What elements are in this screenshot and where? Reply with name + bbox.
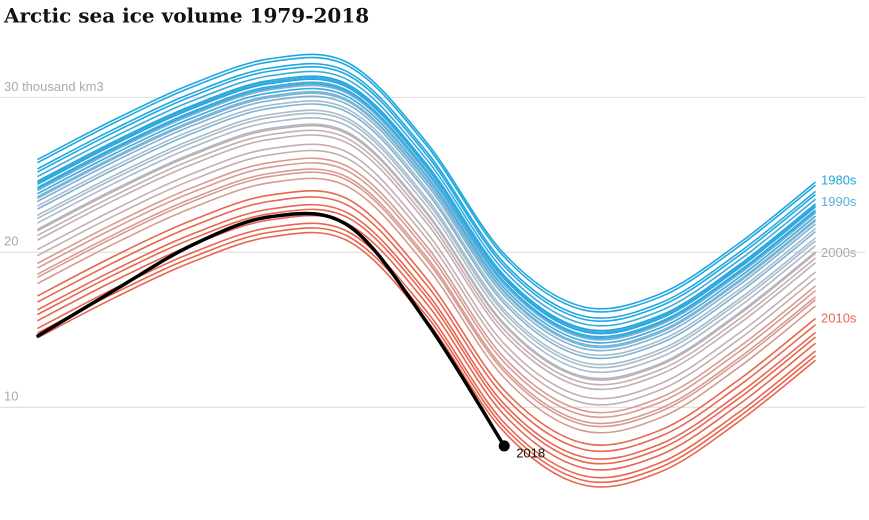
series-line	[37, 124, 816, 381]
y-tick-label: 10	[4, 389, 18, 404]
series-line	[37, 81, 816, 338]
series-line	[37, 162, 816, 419]
series-line	[37, 112, 816, 369]
series-line	[37, 70, 816, 327]
series-line	[37, 231, 816, 488]
series-line	[37, 95, 816, 352]
series-line	[37, 56, 816, 313]
series-line	[37, 100, 816, 357]
series-line	[37, 134, 816, 391]
series-line	[37, 109, 816, 366]
decade-label: 2010s	[821, 310, 857, 325]
y-tick-label: 20	[4, 234, 18, 249]
series-line	[37, 222, 816, 479]
series-line	[37, 103, 816, 360]
series-line	[37, 117, 816, 374]
series-line	[37, 53, 816, 310]
end-point	[498, 440, 510, 452]
series-line	[37, 203, 816, 460]
series-line	[37, 87, 816, 344]
decade-label: 2000s	[821, 245, 857, 260]
series-line	[37, 149, 816, 406]
series-line	[37, 123, 816, 380]
chart-title: Arctic sea ice volume 1979-2018	[3, 4, 369, 28]
series-line	[37, 92, 816, 349]
series-line	[36, 211, 506, 448]
series-line	[37, 84, 816, 341]
decade-label: 1980s	[821, 172, 857, 187]
series-line	[37, 83, 816, 340]
series-line	[37, 177, 816, 434]
series-label: 2018	[516, 445, 545, 460]
decade-label: 1990s	[821, 194, 857, 209]
series-line	[37, 171, 816, 428]
series-line	[37, 143, 816, 400]
series-line	[37, 196, 816, 453]
series-line	[37, 227, 816, 484]
series-line	[37, 168, 816, 425]
series-line	[37, 62, 816, 319]
series-line	[37, 66, 816, 322]
series-line	[37, 129, 816, 386]
series-line	[37, 78, 816, 335]
series-line	[37, 76, 816, 333]
series-line	[37, 157, 816, 414]
series-line	[37, 90, 816, 347]
series-line	[37, 208, 816, 465]
series-line	[37, 189, 816, 446]
series-line	[37, 75, 816, 332]
y-tick-label: 30 thousand km3	[4, 79, 104, 94]
series-line	[37, 214, 816, 471]
